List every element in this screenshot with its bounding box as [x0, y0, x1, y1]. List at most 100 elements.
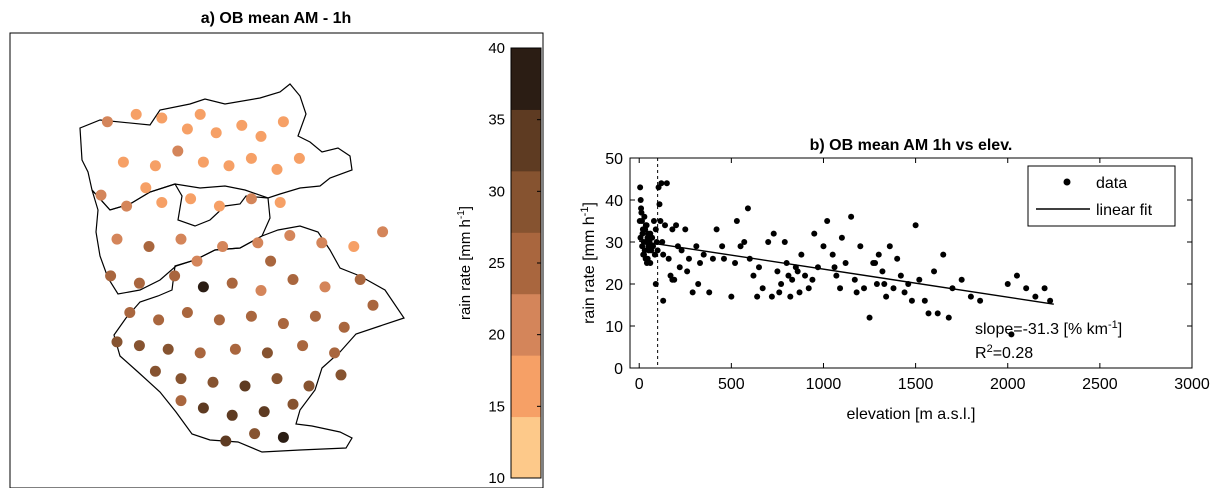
y-tick-label: 10 [605, 319, 623, 336]
data-point [977, 297, 984, 304]
station-marker [140, 182, 152, 194]
data-point [958, 276, 965, 283]
scatter-title: b) OB mean AM 1h vs elev. [810, 137, 1013, 154]
station-marker [105, 270, 117, 282]
station-marker [194, 347, 206, 359]
data-point [706, 289, 713, 296]
data-point [829, 251, 836, 258]
data-point [842, 260, 849, 266]
station-marker [277, 431, 289, 443]
station-marker [236, 119, 248, 131]
data-point [833, 272, 840, 279]
linear-fit-line [639, 240, 1054, 305]
data-point [649, 234, 656, 241]
data-point [886, 243, 893, 250]
data-point [890, 285, 897, 292]
station-marker [335, 369, 347, 381]
x-tick-label: 500 [718, 376, 745, 393]
data-point [934, 310, 941, 317]
data-point [669, 226, 676, 233]
data-point [765, 239, 772, 245]
x-tick-label: 3000 [1174, 376, 1210, 393]
station-marker [245, 193, 257, 205]
station-marker [172, 145, 184, 157]
data-point [805, 285, 812, 292]
data-point [940, 251, 947, 258]
data-point [744, 205, 751, 212]
data-point [881, 281, 888, 287]
station-marker [229, 343, 241, 355]
y-tick-label: 50 [605, 151, 623, 168]
station-marker [245, 310, 257, 322]
data-point [931, 268, 938, 275]
data-point [851, 276, 858, 283]
station-marker [258, 406, 270, 418]
station-marker [213, 200, 225, 212]
data-point [796, 289, 803, 296]
slope-annotation: slope=-31.3 [% km-1] [975, 319, 1122, 338]
data-point [656, 201, 663, 208]
station-marker [156, 196, 168, 208]
station-marker [175, 395, 187, 407]
data-point [1023, 285, 1030, 292]
region-outline-north [79, 83, 353, 211]
legend-label-data: data [1096, 175, 1127, 192]
station-marker [261, 347, 273, 359]
data-point [912, 222, 919, 229]
station-marker [149, 365, 161, 377]
station-marker [316, 237, 328, 249]
data-point [709, 255, 716, 262]
station-marker [303, 380, 315, 392]
data-point [848, 213, 855, 220]
colorbar-label: rain rate [mm h-1] [456, 206, 474, 320]
data-point [669, 276, 676, 283]
data-point [802, 272, 809, 279]
station-marker [210, 127, 222, 139]
station-marker [175, 373, 187, 385]
data-point [838, 234, 845, 241]
station-marker [249, 428, 261, 440]
data-point [700, 251, 707, 258]
data-point [778, 281, 785, 287]
map-frame [9, 32, 544, 488]
data-point [1008, 331, 1015, 338]
data-point [1047, 297, 1054, 304]
station-marker [220, 435, 232, 447]
station-marker [226, 277, 238, 289]
station-marker [319, 281, 331, 293]
data-point [785, 272, 792, 279]
colorbar-tick-label: 30 [488, 183, 505, 200]
x-tick-label: 2500 [1082, 376, 1118, 393]
station-marker [121, 200, 133, 212]
station-marker [191, 255, 203, 267]
legend-marker-data [1063, 178, 1071, 186]
data-point [713, 226, 720, 233]
y-tick-label: 40 [605, 193, 623, 210]
station-marker [252, 237, 264, 249]
data-point [967, 293, 974, 300]
region-outlines [79, 83, 405, 453]
station-marker [271, 163, 283, 175]
x-axis-label: elevation [m a.s.l.] [847, 406, 976, 423]
station-marker [181, 307, 193, 319]
station-marker [265, 255, 277, 267]
station-marker [226, 409, 238, 421]
data-point [685, 255, 692, 262]
data-point [697, 260, 704, 266]
station-marker [309, 310, 321, 322]
station-marker [133, 340, 145, 352]
data-point [776, 289, 783, 296]
y-tick-label: 30 [605, 235, 623, 252]
data-point [650, 243, 657, 250]
data-point [866, 314, 873, 321]
data-point [733, 218, 740, 224]
legend-box [1027, 165, 1176, 227]
colorbar-bands [511, 48, 541, 479]
data-point [637, 197, 644, 203]
data-point [1041, 285, 1048, 292]
station-marker [354, 274, 366, 286]
data-point [639, 243, 646, 250]
station-marker [217, 240, 229, 252]
data-point [659, 239, 666, 245]
